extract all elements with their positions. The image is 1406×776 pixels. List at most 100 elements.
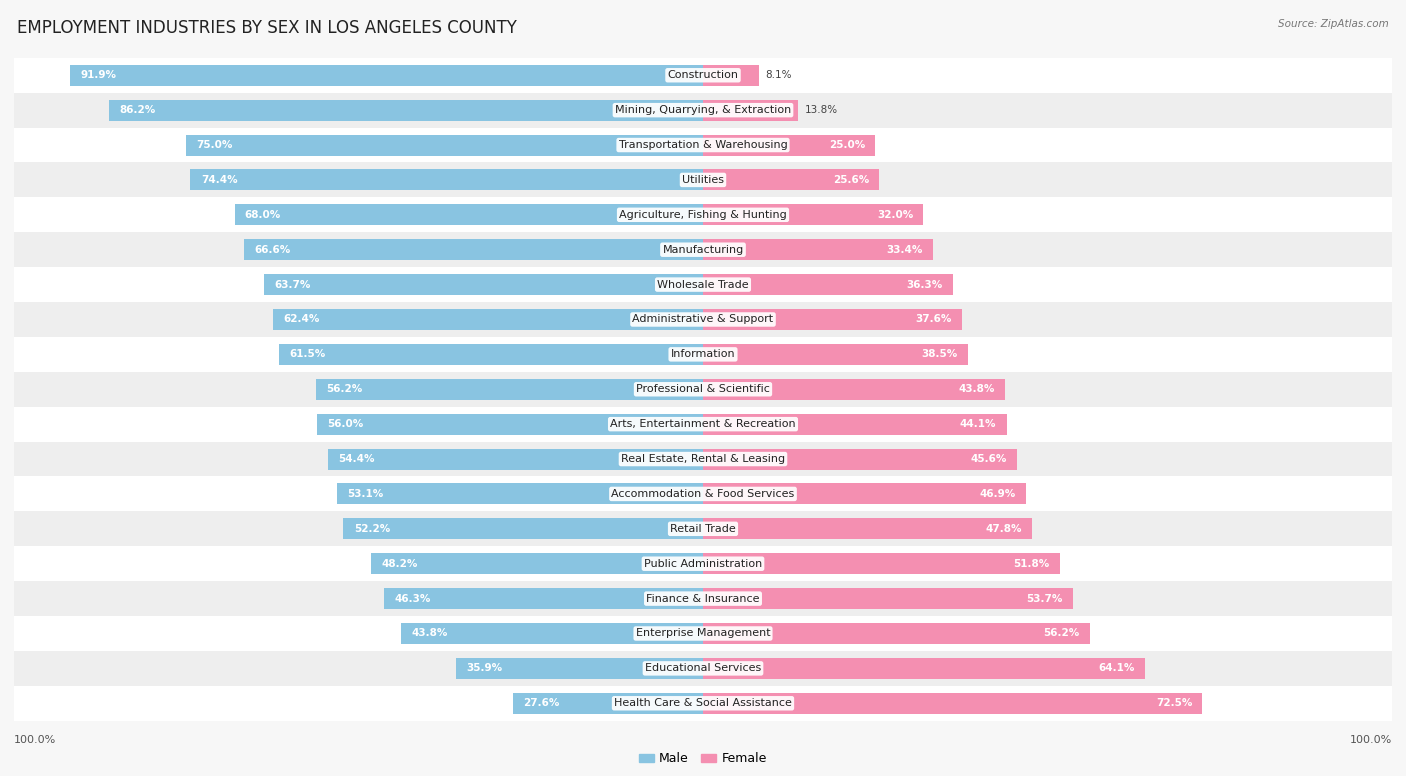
- Legend: Male, Female: Male, Female: [634, 747, 772, 771]
- Text: 56.2%: 56.2%: [1043, 629, 1080, 639]
- Text: Professional & Scientific: Professional & Scientific: [636, 384, 770, 394]
- Text: Construction: Construction: [668, 71, 738, 80]
- Bar: [703, 169, 879, 190]
- Bar: [703, 239, 934, 260]
- Bar: [14, 267, 1392, 302]
- Bar: [14, 337, 1392, 372]
- Text: 86.2%: 86.2%: [120, 105, 156, 115]
- Bar: [14, 92, 1392, 127]
- Text: Wholesale Trade: Wholesale Trade: [657, 279, 749, 289]
- Text: Manufacturing: Manufacturing: [662, 244, 744, 255]
- Text: 27.6%: 27.6%: [523, 698, 560, 708]
- Bar: [703, 623, 1090, 644]
- Text: Arts, Entertainment & Recreation: Arts, Entertainment & Recreation: [610, 419, 796, 429]
- Text: 56.2%: 56.2%: [326, 384, 363, 394]
- Text: 44.1%: 44.1%: [960, 419, 997, 429]
- Bar: [703, 658, 1144, 679]
- Bar: [343, 518, 703, 539]
- Text: 91.9%: 91.9%: [80, 71, 117, 80]
- Bar: [456, 658, 703, 679]
- Text: 36.3%: 36.3%: [907, 279, 943, 289]
- Text: 75.0%: 75.0%: [197, 140, 233, 150]
- Bar: [70, 64, 703, 85]
- Text: 54.4%: 54.4%: [339, 454, 375, 464]
- Bar: [14, 372, 1392, 407]
- Bar: [14, 407, 1392, 442]
- Bar: [14, 232, 1392, 267]
- Bar: [186, 134, 703, 155]
- Bar: [703, 449, 1017, 469]
- Bar: [110, 99, 703, 120]
- Text: Transportation & Warehousing: Transportation & Warehousing: [619, 140, 787, 150]
- Text: 43.8%: 43.8%: [412, 629, 449, 639]
- Bar: [14, 686, 1392, 721]
- Text: 63.7%: 63.7%: [274, 279, 311, 289]
- Text: 8.1%: 8.1%: [766, 71, 792, 80]
- Bar: [513, 693, 703, 714]
- Text: 43.8%: 43.8%: [957, 384, 994, 394]
- Bar: [318, 414, 703, 435]
- Bar: [14, 651, 1392, 686]
- Bar: [14, 57, 1392, 92]
- Text: Retail Trade: Retail Trade: [671, 524, 735, 534]
- Text: 25.6%: 25.6%: [832, 175, 869, 185]
- Bar: [273, 309, 703, 330]
- Text: Information: Information: [671, 349, 735, 359]
- Bar: [14, 302, 1392, 337]
- Text: Administrative & Support: Administrative & Support: [633, 314, 773, 324]
- Bar: [703, 309, 962, 330]
- Bar: [14, 511, 1392, 546]
- Text: 61.5%: 61.5%: [290, 349, 326, 359]
- Text: Enterprise Management: Enterprise Management: [636, 629, 770, 639]
- Text: 100.0%: 100.0%: [14, 735, 56, 745]
- Bar: [14, 197, 1392, 232]
- Bar: [703, 379, 1005, 400]
- Bar: [14, 476, 1392, 511]
- Text: 25.0%: 25.0%: [828, 140, 865, 150]
- Bar: [401, 623, 703, 644]
- Text: Agriculture, Fishing & Hunting: Agriculture, Fishing & Hunting: [619, 210, 787, 220]
- Bar: [14, 162, 1392, 197]
- Bar: [337, 483, 703, 504]
- Bar: [280, 344, 703, 365]
- Bar: [703, 64, 759, 85]
- Text: Mining, Quarrying, & Extraction: Mining, Quarrying, & Extraction: [614, 105, 792, 115]
- Text: 38.5%: 38.5%: [922, 349, 957, 359]
- Bar: [14, 546, 1392, 581]
- Bar: [245, 239, 703, 260]
- Text: 33.4%: 33.4%: [886, 244, 922, 255]
- Text: 32.0%: 32.0%: [877, 210, 912, 220]
- Text: 53.7%: 53.7%: [1026, 594, 1063, 604]
- Bar: [14, 616, 1392, 651]
- Text: 64.1%: 64.1%: [1098, 663, 1135, 674]
- Text: 72.5%: 72.5%: [1156, 698, 1192, 708]
- Text: 62.4%: 62.4%: [284, 314, 319, 324]
- Text: 68.0%: 68.0%: [245, 210, 281, 220]
- Bar: [14, 127, 1392, 162]
- Bar: [371, 553, 703, 574]
- Text: 46.9%: 46.9%: [980, 489, 1015, 499]
- Text: 66.6%: 66.6%: [254, 244, 291, 255]
- Bar: [703, 588, 1073, 609]
- Text: 51.8%: 51.8%: [1014, 559, 1049, 569]
- Text: 35.9%: 35.9%: [465, 663, 502, 674]
- Text: Finance & Insurance: Finance & Insurance: [647, 594, 759, 604]
- Bar: [190, 169, 703, 190]
- Bar: [316, 379, 703, 400]
- Bar: [328, 449, 703, 469]
- Text: Public Administration: Public Administration: [644, 559, 762, 569]
- Text: EMPLOYMENT INDUSTRIES BY SEX IN LOS ANGELES COUNTY: EMPLOYMENT INDUSTRIES BY SEX IN LOS ANGE…: [17, 19, 517, 37]
- Text: Utilities: Utilities: [682, 175, 724, 185]
- Bar: [703, 483, 1026, 504]
- Text: Educational Services: Educational Services: [645, 663, 761, 674]
- Bar: [703, 344, 969, 365]
- Bar: [703, 274, 953, 295]
- Text: 45.6%: 45.6%: [970, 454, 1007, 464]
- Text: 37.6%: 37.6%: [915, 314, 952, 324]
- Bar: [703, 693, 1202, 714]
- Bar: [703, 204, 924, 225]
- Text: Accommodation & Food Services: Accommodation & Food Services: [612, 489, 794, 499]
- Bar: [703, 518, 1032, 539]
- Bar: [703, 99, 799, 120]
- Text: 46.3%: 46.3%: [394, 594, 430, 604]
